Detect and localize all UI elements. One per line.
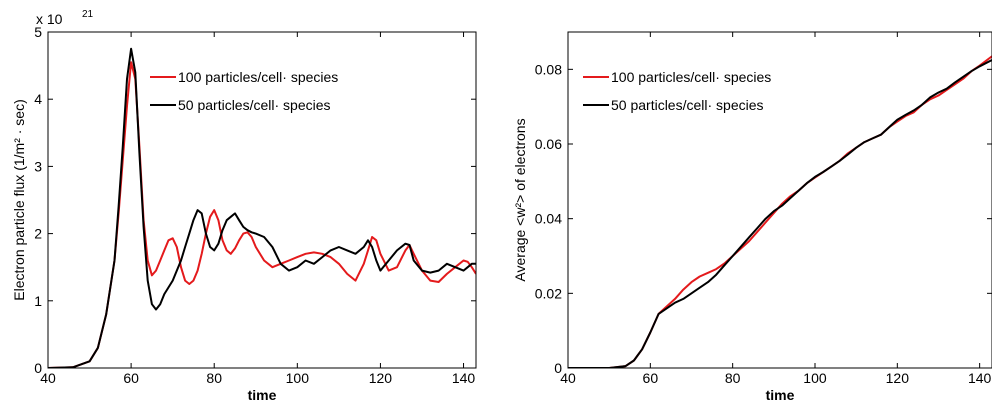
y-tick-label: 0.06 [535,136,562,152]
y-axis-label: Electron particle flux (1/m² · sec) [11,99,27,301]
chart-2: 40 60 80 100 120 140 0 0.02 0.04 0.06 0.08 time Aver… [512,31,992,403]
y-tick-label: 0.02 [535,285,562,301]
y-tick-label: 0.04 [535,211,562,227]
x-tick-label: 80 [725,370,741,386]
y-tick-label: 0 [34,360,42,376]
x-tick-label: 60 [643,370,659,386]
x-tick-label: 120 [369,370,393,386]
series-line-2 [568,59,992,368]
x-tick-label: 40 [40,370,56,386]
x-tick-label: 60 [123,370,139,386]
y-multiplier-label: x 10 [36,11,63,27]
x-tick-label: 100 [286,370,310,386]
x-tick-label: 120 [886,370,910,386]
chart-1: 40 60 80 100 120 140 0 1 2 3 4 5 time Electron partic… [11,9,477,403]
legend-label-2: 50 particles/cell· species [178,97,331,113]
x-tick-label: 140 [968,370,992,386]
y-tick-label: 2 [34,226,42,242]
legend-label-1: 100 particles/cell· species [611,69,771,85]
x-tick-label: 40 [560,370,576,386]
series-line-2 [48,47,476,368]
y-tick-label: 4 [34,91,42,107]
y-tick-label: 1 [34,293,42,309]
y-tick-label: 0 [554,360,562,376]
x-axis-label: time [766,387,795,403]
y-multiplier-exponent: 21 [82,9,94,20]
y-axis-label: Average <w²> of electrons [512,118,528,281]
plot-frame [47,31,477,369]
y-tick-label: 3 [34,158,42,174]
y-tick-label: 5 [34,24,42,40]
y-tick-label: 0.08 [535,61,562,77]
legend-label-2: 50 particles/cell· species [611,97,764,113]
x-tick-label: 100 [803,370,827,386]
x-tick-label: 140 [452,370,476,386]
x-axis-label: time [248,387,277,403]
legend-label-1: 100 particles/cell· species [178,69,338,85]
x-tick-label: 80 [206,370,222,386]
plot-frame [567,31,992,369]
